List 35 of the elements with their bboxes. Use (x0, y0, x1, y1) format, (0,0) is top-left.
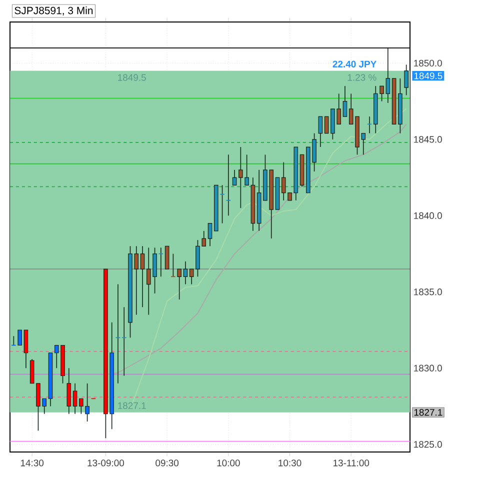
candlestick (140, 246, 145, 308)
candlestick (72, 382, 78, 414)
candlestick (318, 116, 323, 148)
x-tick-label: 10:00 (217, 460, 240, 466)
candlestick (208, 222, 212, 247)
text: 1827.1 (414, 409, 442, 416)
candlestick (183, 260, 188, 285)
x-tick-label: 13-11:00 (334, 460, 370, 466)
candlestick (404, 64, 408, 96)
candlestick (164, 246, 170, 270)
annotation: 22.40 JPY (332, 60, 376, 68)
candlestick (66, 368, 72, 414)
x-tick-label: 10:30 (278, 460, 302, 466)
text: 1849.5 (414, 72, 442, 80)
candlestick (366, 116, 372, 134)
chart-title: SJPJ8591, 3 Min (14, 6, 93, 16)
candlestick (115, 284, 121, 384)
candlestick (232, 170, 237, 186)
candlestick (324, 116, 329, 134)
line-series (105, 124, 407, 375)
candlestick (122, 306, 127, 376)
y-tick-label: 1840.0 (414, 212, 442, 220)
annotation: 1827.1 (118, 402, 146, 409)
candlestick (24, 330, 28, 369)
x-tick-label: 09:30 (156, 460, 179, 466)
candlestick (226, 154, 232, 216)
y-tick-label: 1835.0 (414, 288, 442, 296)
y-tick-label: 1830.0 (414, 364, 442, 372)
y-tick-label: 1825.0 (414, 441, 442, 448)
x-tick-label: 13-09:00 (88, 460, 124, 466)
x-tick-label: 14:30 (20, 460, 44, 466)
y-tick-label: 1850.0 (414, 60, 442, 67)
y-tick-label: 1845.0 (414, 136, 442, 143)
candlestick (342, 86, 348, 117)
candlestick (386, 48, 390, 104)
